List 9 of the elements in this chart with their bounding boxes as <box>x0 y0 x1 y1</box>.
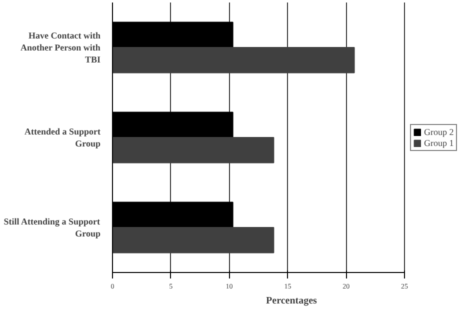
x-axis-title: Percentages <box>266 296 318 306</box>
y-tick-label: Have Contact with Another Person with TBI <box>20 30 101 64</box>
bar <box>112 47 355 74</box>
legend-label: Group 1 <box>424 138 454 148</box>
y-tick-label: Attended a Support Group <box>24 126 101 148</box>
bar <box>112 137 274 164</box>
legend-label: Group 2 <box>424 127 454 137</box>
y-tick-label: Still Attending a Support Group <box>4 216 100 238</box>
bar <box>112 227 274 254</box>
